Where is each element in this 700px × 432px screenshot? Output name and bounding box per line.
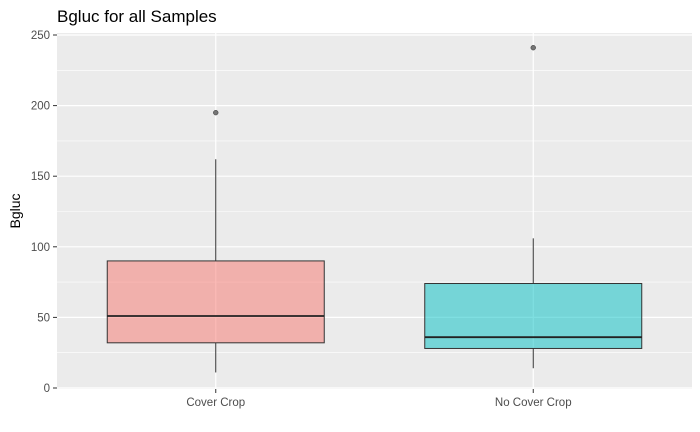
- y-tick-label: 50: [37, 312, 50, 324]
- chart-title: Bgluc for all Samples: [57, 7, 217, 26]
- outlier-point: [530, 45, 536, 51]
- y-axis: 0 50 100 150 200 250: [31, 30, 57, 395]
- x-tick-label: Cover Crop: [186, 397, 245, 409]
- box-body: [424, 283, 643, 349]
- x-tick-label: No Cover Crop: [495, 397, 572, 409]
- outlier-point: [213, 110, 219, 116]
- box-body: [106, 260, 325, 344]
- y-tick-label: 200: [31, 101, 50, 113]
- y-tick-label: 250: [31, 30, 50, 42]
- y-tick-label: 150: [31, 171, 50, 183]
- box-no-cover-crop: [424, 45, 643, 369]
- box-layer: [106, 45, 643, 373]
- y-tick-label: 100: [31, 242, 50, 254]
- y-axis-title: Bgluc: [7, 193, 23, 228]
- x-axis: Cover Crop No Cover Crop: [186, 389, 572, 409]
- y-tick-label: 0: [44, 383, 50, 395]
- box-cover-crop: [106, 110, 325, 373]
